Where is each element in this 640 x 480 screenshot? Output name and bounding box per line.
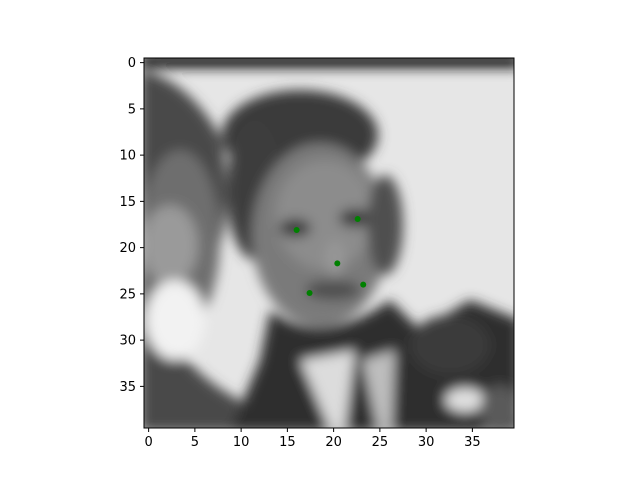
landmark-point bbox=[334, 260, 341, 267]
y-tick-label: 25 bbox=[119, 287, 136, 302]
axes-frame bbox=[143, 57, 515, 429]
y-tick-label: 5 bbox=[128, 102, 136, 117]
x-tick-label: 20 bbox=[325, 435, 342, 450]
x-tick-label: 10 bbox=[233, 435, 250, 450]
x-tick-label: 5 bbox=[191, 435, 199, 450]
x-axis: 0 5 10 15 20 25 30 35 bbox=[144, 428, 481, 450]
landmark-point bbox=[306, 289, 313, 296]
y-tick-label: 0 bbox=[128, 56, 136, 71]
x-tick-label: 0 bbox=[144, 435, 152, 450]
y-tick-label: 15 bbox=[119, 195, 136, 210]
y-tick-label: 10 bbox=[119, 149, 136, 164]
x-tick-label: 15 bbox=[279, 435, 296, 450]
y-tick-label: 30 bbox=[119, 334, 136, 349]
landmark-point bbox=[354, 215, 361, 222]
landmark-points bbox=[293, 215, 367, 296]
x-tick-label: 30 bbox=[418, 435, 435, 450]
y-tick-label: 20 bbox=[119, 241, 136, 256]
y-tick-label: 35 bbox=[119, 380, 136, 395]
x-tick-label: 25 bbox=[372, 435, 389, 450]
landmark-point bbox=[293, 227, 300, 234]
y-axis: 0 5 10 15 20 25 30 35 bbox=[119, 56, 144, 395]
x-tick-label: 35 bbox=[464, 435, 481, 450]
image-plot bbox=[144, 58, 514, 428]
landmark-point bbox=[360, 281, 367, 288]
